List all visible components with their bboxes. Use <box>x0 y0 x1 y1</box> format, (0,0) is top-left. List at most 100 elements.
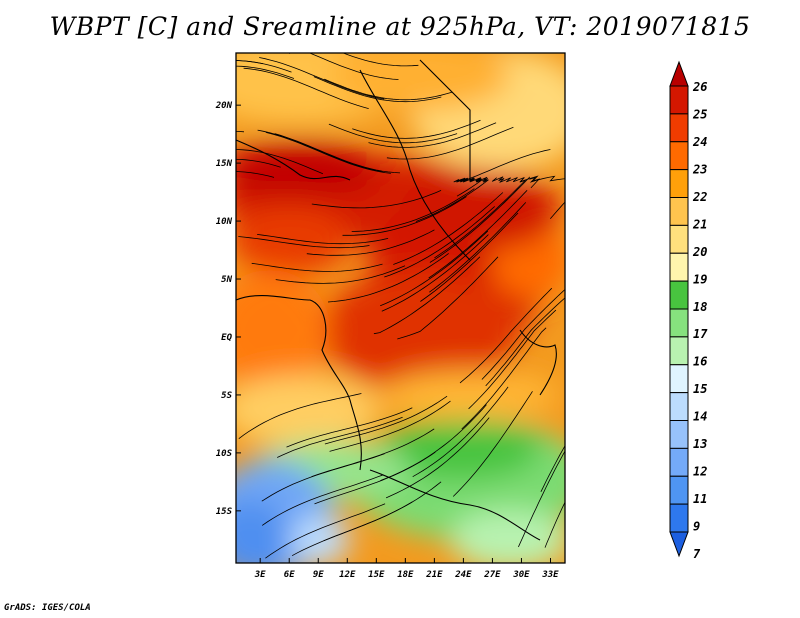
lon-label: 30E <box>512 570 530 580</box>
lon-label: 15E <box>368 570 385 580</box>
streamline <box>251 262 383 272</box>
streamline <box>386 126 514 160</box>
streamline <box>384 206 495 278</box>
streamline <box>306 229 435 256</box>
streamline <box>429 202 527 293</box>
streamline <box>265 503 386 559</box>
lat-label: 5N <box>221 275 232 285</box>
streamline <box>324 78 453 101</box>
streamline <box>415 176 489 222</box>
colorbar-swatch <box>669 141 689 171</box>
streamline <box>286 407 413 448</box>
colorbar-swatch <box>669 280 689 310</box>
lat-label: 15N <box>216 159 233 169</box>
streamline <box>277 416 403 458</box>
lat-label: 15S <box>216 507 233 517</box>
longitude-axis: 3E 6E 9E 12E 15E 18E 21E 24E 27E 30E 33E <box>254 558 559 580</box>
streamline <box>351 188 475 232</box>
coastlines <box>236 59 557 541</box>
streamline <box>308 53 399 80</box>
colorbar-label: 24 <box>692 135 707 149</box>
colorbar-label: 7 <box>693 547 701 561</box>
colorbar-swatch <box>669 364 689 394</box>
streamline <box>491 175 541 189</box>
chart-title: WBPT [C] and Sreamline at 925hPa, VT: 20… <box>49 12 751 41</box>
streamline <box>385 417 490 499</box>
streamline <box>323 481 442 542</box>
colorbar-label: 23 <box>692 162 707 176</box>
lon-label: 27E <box>483 570 501 580</box>
streamline <box>468 309 557 410</box>
credit-text: GrADS: IGES/COLA <box>4 603 91 613</box>
colorbar-swatch <box>669 308 689 338</box>
streamline <box>236 60 263 65</box>
colorbar-label: 13 <box>693 437 707 451</box>
lon-label: 33E <box>541 570 559 580</box>
streamline <box>342 196 467 236</box>
lat-label: EQ <box>221 333 232 343</box>
colorbar-swatch <box>669 169 689 198</box>
colorbar-swatch <box>669 447 689 477</box>
map-frame <box>235 52 566 564</box>
colorbar-label: 11 <box>693 492 707 506</box>
lon-label: 6E <box>284 570 295 580</box>
streamline <box>261 474 384 526</box>
streamline <box>329 400 451 452</box>
lon-label: 9E <box>313 570 324 580</box>
streamline <box>459 287 553 384</box>
streamline <box>540 444 565 492</box>
lon-label: 3E <box>254 570 266 580</box>
streamline <box>393 192 504 265</box>
streamline <box>373 256 481 335</box>
streamline <box>275 265 406 284</box>
streamline <box>238 393 362 440</box>
streamline <box>352 119 481 139</box>
streamline <box>236 158 281 168</box>
colorbar-label: 22 <box>692 190 707 204</box>
colorbar-label: 12 <box>693 465 707 479</box>
streamline <box>257 129 383 172</box>
streamline <box>429 176 531 263</box>
streamline <box>434 177 526 259</box>
colorbar-swatch <box>669 197 689 226</box>
colorbar-label: 21 <box>692 217 707 231</box>
streamline <box>456 177 483 197</box>
colorbar-label: 26 <box>692 80 707 94</box>
colorbar-label: 25 <box>692 107 707 121</box>
streamline <box>412 386 509 478</box>
streamline <box>236 149 324 175</box>
colorbar-label: 14 <box>693 410 707 424</box>
streamline <box>243 67 369 109</box>
streamline <box>238 236 370 249</box>
streamline <box>380 404 487 481</box>
streamline <box>485 297 565 387</box>
streamline <box>461 327 547 430</box>
lon-label: 12E <box>339 570 356 580</box>
colorbar-swatch <box>669 113 689 143</box>
streamline <box>311 428 435 477</box>
streamline <box>420 212 519 302</box>
streamline <box>518 450 565 548</box>
colorbar-swatch <box>669 224 689 254</box>
streamline <box>328 123 458 144</box>
streamline <box>236 65 295 79</box>
colorbar-swatch <box>669 392 689 421</box>
streamline <box>381 234 489 312</box>
streamline <box>311 190 442 209</box>
streamline <box>428 190 528 279</box>
colorbar-swatch <box>669 252 689 282</box>
colorbar-swatch <box>669 420 689 449</box>
lon-label: 24E <box>454 570 472 580</box>
colorbar-top-arrow <box>669 60 689 87</box>
streamlines <box>236 53 565 559</box>
streamline <box>397 256 499 340</box>
colorbar-label: 20 <box>692 245 707 259</box>
colorbar-swatch <box>669 503 689 533</box>
lon-label: 18E <box>397 570 414 580</box>
streamline <box>327 253 449 303</box>
lat-label: 10N <box>216 217 233 227</box>
streamline <box>452 391 533 497</box>
colorbar-label: 15 <box>693 382 707 396</box>
streamline <box>257 234 389 245</box>
